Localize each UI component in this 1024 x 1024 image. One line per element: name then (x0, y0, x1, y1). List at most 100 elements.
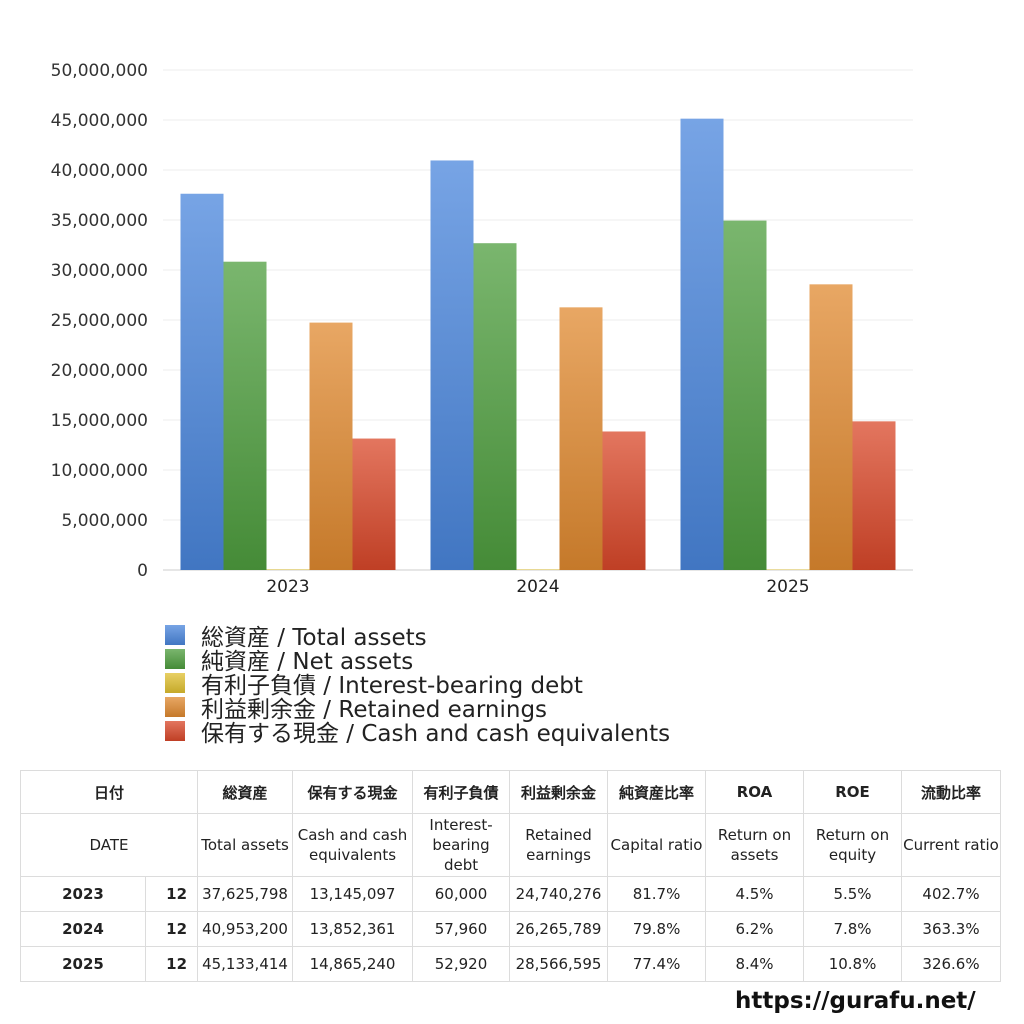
bar (223, 261, 267, 570)
bar (352, 438, 396, 570)
cell-capital-ratio: 81.7% (607, 876, 707, 912)
cell-retained: 24,740,276 (509, 876, 609, 912)
bar (180, 193, 224, 571)
bar (473, 243, 517, 570)
header-capital-ratio-jp: 純資産比率 (607, 770, 707, 814)
legend-swatch (165, 625, 185, 645)
bar (516, 569, 560, 570)
cell-current-ratio: 363.3% (901, 911, 1002, 947)
legend-label: 保有する現金 / Cash and cash equivalents (201, 721, 671, 747)
x-axis-ticks: 2023 2024 2025 (266, 577, 809, 597)
cell-capital-ratio: 77.4% (607, 946, 707, 982)
header-current-ratio-en: Current ratio (901, 813, 1002, 877)
grid-lines (163, 69, 913, 571)
legend-item: 有利子負債 / Interest-bearing debt (165, 671, 670, 699)
legend-item: 保有する現金 / Cash and cash equivalents (165, 719, 670, 747)
legend-label: 総資産 / Total assets (201, 625, 427, 651)
chart-legend: 総資産 / Total assets 純資産 / Net assets 有利子負債 … (165, 623, 670, 747)
row-year: 2024 (20, 911, 146, 947)
header-date-jp: 日付 (19, 770, 199, 814)
header-debt-en: Interest-bearing debt (412, 813, 511, 877)
cell-debt: 60,000 (412, 876, 511, 912)
cell-roe: 7.8% (803, 911, 903, 947)
row-month: 12 (144, 946, 199, 982)
x-tick-label: 2024 (516, 577, 559, 597)
header-cash-jp: 保有する現金 (292, 770, 414, 814)
y-tick-label: 45,000,000 (51, 111, 148, 131)
bar (309, 322, 353, 570)
header-retained-jp: 利益剰余金 (509, 770, 609, 814)
cell-roa: 4.5% (705, 876, 805, 912)
legend-swatch (165, 697, 185, 717)
cell-roa: 6.2% (705, 911, 805, 947)
y-tick-label: 10,000,000 (51, 461, 148, 481)
bar (559, 307, 603, 570)
y-tick-label: 35,000,000 (51, 211, 148, 231)
x-tick-label: 2023 (266, 577, 309, 597)
cell-total-assets: 40,953,200 (197, 911, 294, 947)
header-current-ratio-jp: 流動比率 (901, 770, 1002, 814)
cell-roa: 8.4% (705, 946, 805, 982)
y-tick-label: 25,000,000 (51, 311, 148, 331)
cell-roe: 10.8% (803, 946, 903, 982)
y-axis-ticks: 0 5,000,000 10,000,000 15,000,000 20,000,000… (51, 61, 148, 581)
y-tick-label: 15,000,000 (51, 411, 148, 431)
cell-debt: 52,920 (412, 946, 511, 982)
header-debt-jp: 有利子負債 (412, 770, 511, 814)
bar (680, 118, 724, 570)
header-total-assets-jp: 総資産 (197, 770, 294, 814)
y-tick-label: 5,000,000 (61, 511, 148, 531)
table-row: 2025 12 45,133,414 14,865,240 52,920 28,… (20, 946, 1002, 982)
table-header-row-jp: 日付 総資産 保有する現金 有利子負債 利益剰余金 純資産比率 ROA ROE … (19, 770, 1002, 814)
header-cash-en: Cash and cash equivalents (292, 813, 414, 877)
header-date-en: DATE (19, 813, 199, 877)
bars (180, 118, 896, 571)
legend-item: 総資産 / Total assets (165, 623, 670, 651)
header-roe-jp: ROE (803, 770, 903, 814)
cell-cash: 14,865,240 (292, 946, 414, 982)
bar-chart: 0 5,000,000 10,000,000 15,000,000 20,000,000… (51, 61, 913, 597)
legend-label: 有利子負債 / Interest-bearing debt (201, 673, 583, 699)
cell-cash: 13,145,097 (292, 876, 414, 912)
cell-capital-ratio: 79.8% (607, 911, 707, 947)
bar (266, 569, 310, 570)
legend-swatch (165, 721, 185, 741)
table-row: 2023 12 37,625,798 13,145,097 60,000 24,… (20, 876, 1002, 912)
legend-item: 利益剰余金 / Retained earnings (165, 695, 670, 723)
row-year: 2025 (20, 946, 146, 982)
y-tick-label: 0 (137, 561, 148, 581)
header-capital-ratio-en: Capital ratio (607, 813, 707, 877)
cell-roe: 5.5% (803, 876, 903, 912)
header-roa-jp: ROA (705, 770, 805, 814)
legend-swatch (165, 673, 185, 693)
x-tick-label: 2025 (766, 577, 809, 597)
cell-total-assets: 37,625,798 (197, 876, 294, 912)
y-tick-label: 50,000,000 (51, 61, 148, 81)
table-header-row-en: DATE Total assets Cash and cash equivale… (19, 813, 1002, 877)
header-retained-en: Retained earnings (509, 813, 609, 877)
bar (602, 431, 646, 570)
y-tick-label: 30,000,000 (51, 261, 148, 281)
cell-debt: 57,960 (412, 911, 511, 947)
header-total-assets-en: Total assets (197, 813, 294, 877)
site-url[interactable]: https://gurafu.net/ (735, 988, 976, 1014)
cell-total-assets: 45,133,414 (197, 946, 294, 982)
financial-table: 日付 総資産 保有する現金 有利子負債 利益剰余金 純資産比率 ROA ROE … (19, 770, 1002, 982)
table-row: 2024 12 40,953,200 13,852,361 57,960 26,… (20, 911, 1002, 947)
cell-retained: 28,566,595 (509, 946, 609, 982)
y-tick-label: 20,000,000 (51, 361, 148, 381)
bar (809, 284, 853, 570)
row-year: 2023 (20, 876, 146, 912)
row-month: 12 (144, 876, 199, 912)
bar (852, 421, 896, 570)
bar (766, 569, 810, 570)
legend-label: 利益剰余金 / Retained earnings (201, 697, 548, 723)
y-tick-label: 40,000,000 (51, 161, 148, 181)
bar (723, 220, 767, 570)
cell-retained: 26,265,789 (509, 911, 609, 947)
header-roa-en: Return on assets (705, 813, 805, 877)
legend-label: 純資産 / Net assets (201, 649, 414, 675)
cell-current-ratio: 326.6% (901, 946, 1002, 982)
cell-cash: 13,852,361 (292, 911, 414, 947)
row-month: 12 (144, 911, 199, 947)
